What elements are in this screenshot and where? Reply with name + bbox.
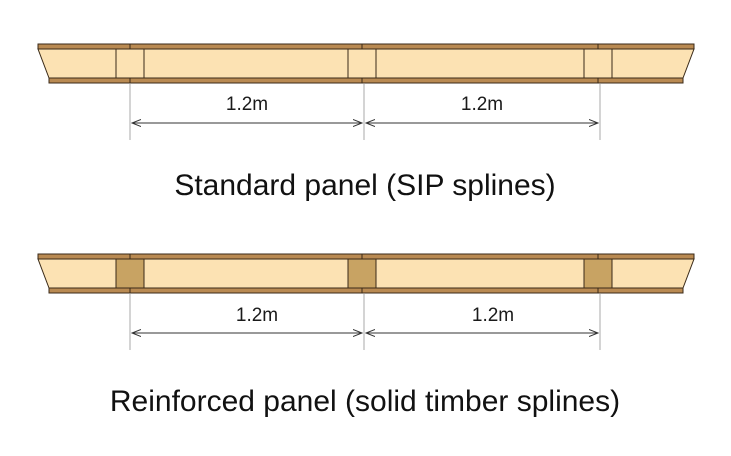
dimension-label-right: 1.2m <box>461 94 503 115</box>
bottom-skin <box>48 77 684 84</box>
dimension-label-left: 1.2m <box>226 94 268 115</box>
dimension-label-right: 1.2m <box>472 305 514 326</box>
bottom-skin <box>48 287 684 294</box>
sip-spline-left <box>115 48 145 79</box>
sip-spline-middle <box>347 48 377 79</box>
standard-panel-caption: Standard panel (SIP splines) <box>174 169 555 202</box>
sip-spline-right <box>583 48 613 79</box>
solid-spline-middle <box>347 258 377 289</box>
top-skin <box>37 253 695 260</box>
reinforced-panel-caption: Reinforced panel (solid timber splines) <box>110 385 620 418</box>
standard-panel-drawing <box>37 43 695 84</box>
standard-panel-dimensions: 1.2m 1.2m <box>129 84 601 140</box>
reinforced-panel-dimensions: 1.2m 1.2m <box>129 294 601 350</box>
reinforced-panel-drawing <box>37 253 695 294</box>
dimension-label-left: 1.2m <box>236 305 278 326</box>
solid-spline-right <box>583 258 613 289</box>
top-skin <box>37 43 695 50</box>
solid-spline-left <box>115 258 145 289</box>
